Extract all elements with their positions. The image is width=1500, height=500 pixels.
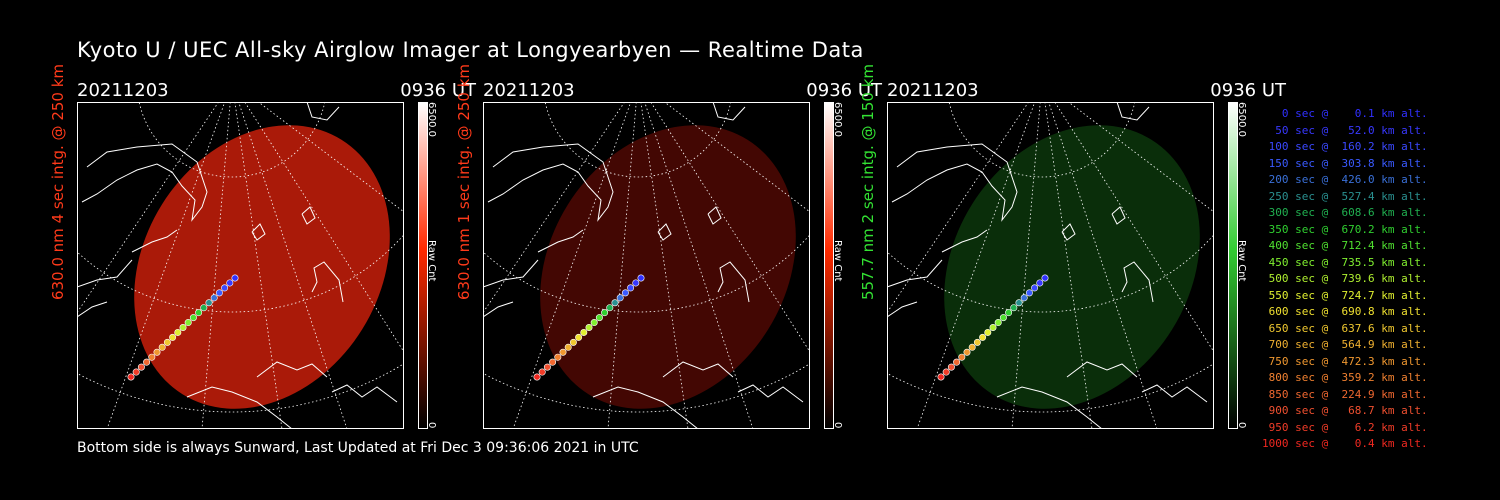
panel-date: 20211203 <box>77 80 169 101</box>
legend-row: 750 sec @ 472.3 km alt. <box>1262 354 1428 368</box>
panel-time: 0936 UT <box>1210 80 1286 101</box>
legend-row: 950 sec @ 6.2 km alt. <box>1262 420 1428 434</box>
panel-date: 20211203 <box>483 80 575 101</box>
panel-ylabel: 557.7 nm 2 sec intg. @ 150 km <box>859 63 877 301</box>
colorbar-label: Raw Cnt <box>832 240 843 282</box>
panel-date: 20211203 <box>887 80 979 101</box>
imager-panel-630-4sec: 20211203 0936 UT 630.0 nm 4 sec intg. @ … <box>49 64 502 430</box>
panel-ylabel: 630.0 nm 1 sec intg. @ 250 km <box>455 63 473 301</box>
legend-row: 550 sec @ 724.7 km alt. <box>1262 288 1428 302</box>
colorbar-min: 0 <box>1236 422 1247 429</box>
legend-row: 500 sec @ 739.6 km alt. <box>1262 272 1428 285</box>
panel-time: 0936 UT <box>400 80 476 101</box>
legend-row: 800 sec @ 359.2 km alt. <box>1262 371 1428 384</box>
footer-note: Bottom side is always Sunward, Last Upda… <box>77 440 639 456</box>
panel-ylabel: 630.0 nm 4 sec intg. @ 250 km <box>49 63 67 301</box>
legend-row: 850 sec @ 224.9 km alt. <box>1262 387 1428 401</box>
legend-row: 450 sec @ 735.5 km alt. <box>1262 255 1428 269</box>
legend-row: 300 sec @ 608.6 km alt. <box>1262 206 1428 219</box>
imager-panel-557-2sec: 20211203 0936 UT 557.7 nm 2 sec intg. @ … <box>859 64 1312 430</box>
allsky-image <box>483 102 810 429</box>
page-title: Kyoto U / UEC All-sky Airglow Imager at … <box>77 38 864 62</box>
colorbar-label: Raw Cnt <box>426 240 437 282</box>
allsky-image <box>77 102 404 429</box>
legend-row: 650 sec @ 637.6 km alt. <box>1262 321 1428 335</box>
trajectory-legend: 0 sec @ 0.1 km alt. 50 sec @ 52.0 km alt… <box>1262 106 1428 453</box>
legend-row: 700 sec @ 564.9 km alt. <box>1262 338 1428 351</box>
legend-row: 0 sec @ 0.1 km alt. <box>1262 107 1428 120</box>
colorbar-min: 0 <box>426 422 437 429</box>
legend-row: 900 sec @ 68.7 km alt. <box>1262 404 1428 417</box>
colorbar <box>418 102 428 429</box>
legend-row: 200 sec @ 426.0 km alt. <box>1262 173 1428 186</box>
colorbar-max: 6500.0 <box>1236 102 1247 137</box>
colorbar-label: Raw Cnt <box>1236 240 1247 282</box>
legend-row: 1000 sec @ 0.4 km alt. <box>1262 437 1428 450</box>
legend-row: 250 sec @ 527.4 km alt. <box>1262 189 1428 203</box>
legend-row: 400 sec @ 712.4 km alt. <box>1262 239 1428 252</box>
colorbar <box>824 102 834 429</box>
panel-time: 0936 UT <box>806 80 882 101</box>
colorbar-max: 6500.0 <box>832 102 843 137</box>
imager-panel-630-1sec: 20211203 0936 UT 630.0 nm 1 sec intg. @ … <box>455 64 908 430</box>
legend-row: 350 sec @ 670.2 km alt. <box>1262 222 1428 236</box>
legend-row: 100 sec @ 160.2 km alt. <box>1262 140 1428 153</box>
legend-row: 600 sec @ 690.8 km alt. <box>1262 305 1428 318</box>
colorbar-max: 6500.0 <box>426 102 437 137</box>
legend-row: 150 sec @ 303.8 km alt. <box>1262 156 1428 170</box>
colorbar-min: 0 <box>832 422 843 429</box>
colorbar <box>1228 102 1238 429</box>
legend-row: 50 sec @ 52.0 km alt. <box>1262 123 1428 137</box>
allsky-image <box>887 102 1214 429</box>
